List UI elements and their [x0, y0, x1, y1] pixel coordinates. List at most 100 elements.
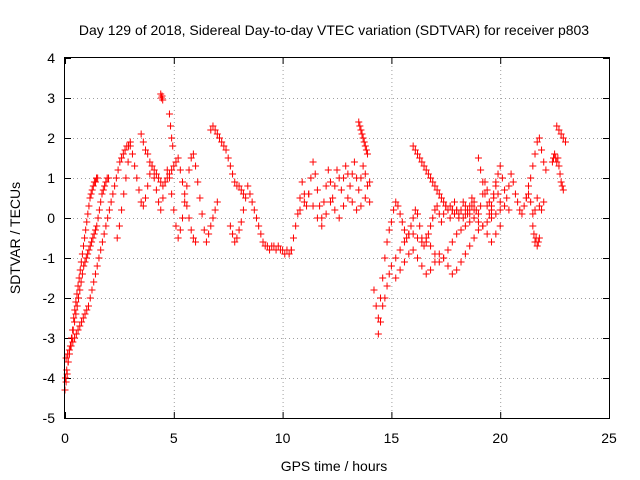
data-point [553, 122, 561, 130]
data-point [70, 314, 78, 322]
data-point [95, 254, 103, 262]
data-point [82, 254, 90, 262]
data-point [366, 198, 374, 206]
data-point [396, 246, 404, 254]
y-tick-label: 3 [47, 90, 55, 106]
data-point [137, 130, 145, 138]
data-point [331, 206, 339, 214]
data-point [520, 202, 528, 210]
data-point [78, 318, 86, 326]
data-point [440, 210, 448, 218]
axis-ticks: 0 5 10 15 20 25 -5 -4 -3 -2 -1 0 1 2 3 4 [43, 50, 617, 446]
data-point [155, 174, 163, 182]
data-point [554, 154, 562, 162]
data-point [237, 186, 245, 194]
data-point [239, 190, 247, 198]
data-point [320, 198, 328, 206]
data-point [514, 198, 522, 206]
data-point [183, 182, 191, 190]
data-point [289, 234, 297, 242]
data-point [255, 222, 263, 230]
data-point [542, 166, 550, 174]
data-point [470, 198, 478, 206]
data-point [168, 134, 176, 142]
data-point [444, 246, 452, 254]
data-point [357, 202, 365, 210]
data-point [424, 230, 432, 238]
data-point [485, 198, 493, 206]
y-tick-label: 0 [47, 210, 55, 226]
data-point [131, 162, 139, 170]
data-point [483, 186, 491, 194]
data-point [133, 174, 141, 182]
data-point [379, 302, 387, 310]
data-point [405, 250, 413, 258]
data-point [535, 134, 543, 142]
data-point [124, 158, 132, 166]
data-point [524, 182, 532, 190]
data-point [424, 170, 432, 178]
data-point [97, 198, 105, 206]
data-point [109, 190, 117, 198]
data-point [487, 214, 495, 222]
data-point [534, 238, 542, 246]
data-point [379, 274, 387, 282]
data-point [303, 202, 311, 210]
data-point [170, 162, 178, 170]
data-point [165, 170, 173, 178]
data-point [294, 210, 302, 218]
data-point [535, 234, 543, 242]
data-point [448, 270, 456, 278]
data-point [331, 182, 339, 190]
data-point [353, 206, 361, 214]
x-tick-label: 5 [170, 430, 178, 446]
data-point [62, 354, 70, 362]
data-point [93, 262, 101, 270]
data-point [74, 326, 82, 334]
data-point [414, 254, 422, 262]
data-point [387, 218, 395, 226]
data-points [61, 90, 569, 394]
data-point [252, 214, 260, 222]
data-point [344, 194, 352, 202]
data-point [457, 206, 465, 214]
x-tick-label: 10 [275, 430, 291, 446]
data-point [551, 150, 559, 158]
data-point [259, 238, 267, 246]
data-point [91, 270, 99, 278]
data-point [501, 186, 509, 194]
data-point [414, 234, 422, 242]
data-point [231, 238, 239, 246]
data-point [77, 278, 85, 286]
data-point [516, 206, 524, 214]
data-point [120, 190, 128, 198]
data-point [192, 238, 200, 246]
data-point [292, 222, 300, 230]
data-point [540, 158, 548, 166]
data-point [163, 174, 171, 182]
data-point [99, 186, 107, 194]
data-point [318, 222, 326, 230]
data-point [396, 210, 404, 218]
data-point [366, 178, 374, 186]
data-point [522, 194, 530, 202]
data-point [355, 118, 363, 126]
data-point [444, 262, 452, 270]
data-point [181, 198, 189, 206]
data-point [418, 158, 426, 166]
data-point [229, 230, 237, 238]
data-point [429, 214, 437, 222]
data-point [187, 226, 195, 234]
chart-title: Day 129 of 2018, Sidereal Day-to-day VTE… [79, 22, 589, 38]
data-point [433, 202, 441, 210]
data-point [392, 254, 400, 262]
data-point [62, 378, 70, 386]
data-point [360, 138, 368, 146]
data-point [533, 138, 541, 146]
data-point [113, 234, 121, 242]
data-point [503, 194, 511, 202]
data-point [411, 206, 419, 214]
data-point [529, 162, 537, 170]
data-point [422, 166, 430, 174]
data-point [105, 174, 113, 182]
